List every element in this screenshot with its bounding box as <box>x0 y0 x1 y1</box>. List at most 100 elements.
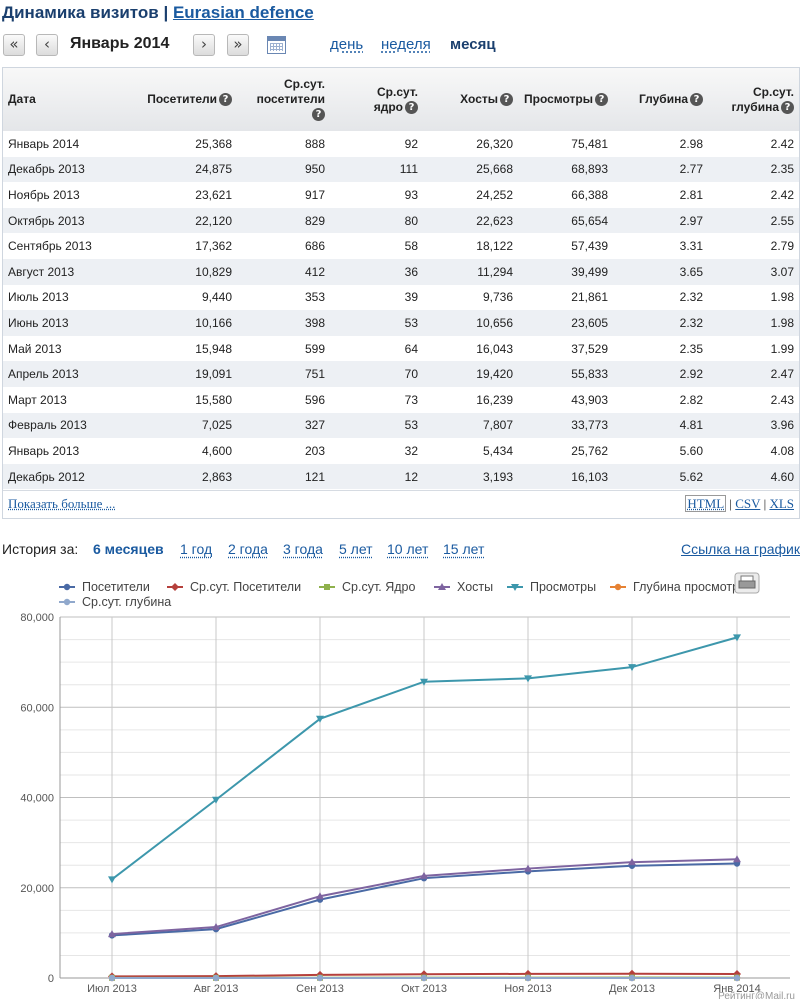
data-point[interactable] <box>524 969 532 978</box>
col-date[interactable]: Дата <box>8 92 36 106</box>
data-point[interactable] <box>212 974 220 982</box>
legend-item[interactable]: Ср.сут. Ядро <box>342 580 416 594</box>
data-point[interactable] <box>733 974 741 982</box>
site-link[interactable]: Eurasian defence <box>172 3 314 22</box>
last-period-button[interactable]: » <box>227 34 249 56</box>
help-icon[interactable]: ? <box>690 93 703 107</box>
show-more-link[interactable]: Показать больше ... <box>8 496 116 511</box>
legend-marker[interactable] <box>63 583 71 591</box>
data-point[interactable] <box>420 974 428 982</box>
row-date-cell: Декабрь 2013 <box>8 162 85 177</box>
row-date-cell: Июнь 2013 <box>8 315 69 330</box>
col-avg-core[interactable]: Ср.сут. ядро? <box>373 84 418 114</box>
data-point[interactable] <box>212 923 220 931</box>
segment-week[interactable]: неделя <box>381 36 431 53</box>
history-5-years[interactable]: 5 лет <box>339 541 373 557</box>
row-value-cell: 2.35 <box>770 162 794 177</box>
history-3-years[interactable]: 3 года <box>283 541 323 557</box>
legend-marker[interactable] <box>63 598 71 606</box>
help-icon[interactable]: ? <box>500 93 513 107</box>
table-row: Июнь 2013 10,166 398 53 10,656 23,605 2.32 1.98 <box>3 310 799 336</box>
help-icon[interactable]: ? <box>405 100 418 114</box>
row-value-cell: 2.42 <box>770 136 794 151</box>
row-value-cell: 25,762 <box>571 443 608 458</box>
data-point[interactable] <box>420 871 428 879</box>
legend-item[interactable]: Ср.сут. глубина <box>82 595 171 609</box>
export-links: HTML | CSV | XLS <box>685 495 794 512</box>
data-point[interactable] <box>733 634 741 642</box>
x-tick-label: Окт 2013 <box>401 983 447 995</box>
data-point[interactable] <box>628 664 636 672</box>
row-value-cell: 17,362 <box>195 239 232 254</box>
data-point[interactable] <box>316 715 324 723</box>
help-icon[interactable]: ? <box>781 100 794 114</box>
col-depth[interactable]: Глубина? <box>613 68 708 131</box>
legend-item[interactable]: Посетители <box>82 580 150 594</box>
help-icon[interactable]: ? <box>219 93 232 107</box>
history-1-year[interactable]: 1 год <box>180 541 213 557</box>
row-date-cell: Январь 2014 <box>8 136 80 151</box>
history-15-years[interactable]: 15 лет <box>443 541 485 557</box>
history-2-years[interactable]: 2 года <box>228 541 268 557</box>
col-pageviews[interactable]: Просмотры? <box>518 68 613 131</box>
next-period-button[interactable]: › <box>193 34 215 56</box>
data-point[interactable] <box>628 858 636 866</box>
legend-marker[interactable] <box>511 584 519 591</box>
row-value-cell: 25,368 <box>195 136 232 151</box>
segment-day[interactable]: день <box>330 36 364 53</box>
data-point[interactable] <box>316 892 324 900</box>
data-point[interactable] <box>524 864 532 872</box>
row-value-cell: 596 <box>304 392 325 407</box>
legend-marker[interactable] <box>171 583 179 591</box>
export-xls-link[interactable]: XLS <box>769 496 794 511</box>
data-point[interactable] <box>524 675 532 683</box>
col-hosts[interactable]: Хосты? <box>423 68 518 131</box>
row-value-cell: 64 <box>404 341 418 356</box>
legend-marker[interactable] <box>324 584 330 590</box>
history-6-months[interactable]: 6 месяцев <box>93 541 164 557</box>
data-point[interactable] <box>524 974 532 982</box>
data-point[interactable] <box>628 974 636 982</box>
col-avg-depth[interactable]: Ср.сут. глубина? <box>731 84 794 114</box>
col-avg-visitors[interactable]: Ср.сут. посетители? <box>256 77 325 122</box>
row-value-cell: 68,893 <box>571 162 608 177</box>
legend-item[interactable]: Просмотры <box>530 580 596 594</box>
row-value-cell: 398 <box>304 315 325 330</box>
table-row: Апрель 2013 19,091 751 70 19,420 55,833 2.92 2.… <box>3 361 799 387</box>
row-value-cell: 2.82 <box>679 392 703 407</box>
row-value-cell: 412 <box>304 264 325 279</box>
data-point[interactable] <box>108 974 116 982</box>
legend-item[interactable]: Хосты <box>457 580 493 594</box>
printer-icon[interactable] <box>738 580 756 589</box>
chart-link[interactable]: Ссылка на график <box>681 541 800 557</box>
data-point[interactable] <box>733 855 741 863</box>
col-visitors[interactable]: Посетители? <box>115 68 237 131</box>
prev-period-button[interactable]: ‹ <box>36 34 58 56</box>
legend-item[interactable]: Глубина просмотров <box>633 580 753 594</box>
row-value-cell: 917 <box>304 187 325 202</box>
export-csv-link[interactable]: CSV <box>735 496 761 511</box>
help-icon[interactable]: ? <box>312 108 325 122</box>
first-period-button[interactable]: « <box>3 34 25 56</box>
export-html-link[interactable]: HTML <box>685 495 727 512</box>
row-value-cell: 21,861 <box>571 290 608 305</box>
data-point[interactable] <box>212 796 220 804</box>
data-point[interactable] <box>108 876 116 884</box>
data-point[interactable] <box>420 970 428 979</box>
segment-month[interactable]: месяц <box>450 36 496 53</box>
data-point[interactable] <box>316 974 324 982</box>
help-icon[interactable]: ? <box>595 93 608 107</box>
row-value-cell: 7,025 <box>201 418 232 433</box>
row-value-cell: 353 <box>304 290 325 305</box>
data-point[interactable] <box>733 969 741 978</box>
table-row: Декабрь 2012 2,863 121 12 3,193 16,103 5.62 4.6… <box>3 463 799 490</box>
calendar-icon[interactable] <box>267 36 286 54</box>
legend-marker[interactable] <box>438 583 446 590</box>
row-value-cell: 10,656 <box>476 315 513 330</box>
data-point[interactable] <box>108 930 116 938</box>
legend-marker[interactable] <box>614 583 622 591</box>
data-point[interactable] <box>420 678 428 686</box>
export-separator: | <box>763 496 767 511</box>
history-10-years[interactable]: 10 лет <box>387 541 429 557</box>
legend-item[interactable]: Ср.сут. Посетители <box>190 580 301 594</box>
